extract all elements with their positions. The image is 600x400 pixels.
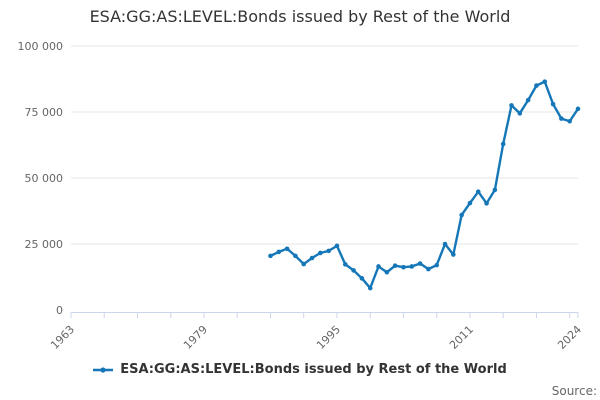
- series-point[interactable]: [318, 250, 323, 256]
- series-point[interactable]: [392, 263, 398, 268]
- series-point[interactable]: [451, 252, 456, 257]
- series-point[interactable]: [301, 261, 307, 267]
- series-point[interactable]: [542, 79, 548, 84]
- series-point[interactable]: [442, 241, 448, 247]
- series-point[interactable]: [409, 264, 415, 269]
- series-point[interactable]: [359, 276, 365, 281]
- series-point[interactable]: [484, 201, 489, 206]
- series-point[interactable]: [534, 83, 539, 88]
- series-point[interactable]: [517, 111, 523, 116]
- x-axis-tick-label: 1963: [48, 323, 77, 352]
- series-point[interactable]: [284, 246, 290, 252]
- series-line[interactable]: [269, 80, 580, 290]
- legend-series-marker-icon: [93, 366, 114, 373]
- y-axis-tick-label: 50 000: [25, 172, 64, 185]
- source-note: Source:: [551, 384, 597, 398]
- series-point[interactable]: [376, 264, 381, 269]
- series-point[interactable]: [276, 249, 282, 255]
- series-point[interactable]: [426, 266, 431, 272]
- series-point[interactable]: [342, 262, 348, 267]
- series-point[interactable]: [309, 255, 315, 261]
- series-point[interactable]: [475, 189, 481, 195]
- y-axis-tick-label: 0: [56, 304, 63, 317]
- x-axis-tick-label: 1995: [314, 323, 343, 352]
- y-axis-tick-label: 100 000: [18, 40, 64, 53]
- series-point[interactable]: [351, 268, 356, 273]
- series-point[interactable]: [525, 97, 531, 103]
- series-point[interactable]: [384, 269, 390, 275]
- series-point[interactable]: [268, 253, 273, 259]
- series-point[interactable]: [575, 106, 581, 112]
- y-axis-tick-label: 25 000: [25, 238, 64, 251]
- series-point[interactable]: [434, 262, 440, 268]
- x-axis-tick-label: 2024: [555, 323, 584, 352]
- x-axis-tick-label: 2011: [447, 323, 476, 352]
- series-point[interactable]: [417, 261, 423, 266]
- series-point[interactable]: [459, 212, 464, 218]
- series-point[interactable]: [500, 141, 506, 147]
- series-point[interactable]: [293, 253, 298, 259]
- series-point[interactable]: [467, 200, 473, 206]
- series-point[interactable]: [550, 101, 556, 107]
- chart-title: ESA:GG:AS:LEVEL:Bonds issued by Rest of …: [89, 7, 511, 26]
- legend-series-label: ESA:GG:AS:LEVEL:Bonds issued by Rest of …: [120, 362, 507, 377]
- series-point[interactable]: [567, 118, 572, 124]
- series-point[interactable]: [492, 187, 498, 193]
- series-point[interactable]: [326, 248, 331, 254]
- series-point[interactable]: [559, 116, 564, 121]
- series-point[interactable]: [401, 264, 406, 270]
- series-point[interactable]: [367, 285, 373, 291]
- series-point[interactable]: [334, 243, 340, 249]
- y-axis-tick-label: 75 000: [25, 106, 64, 119]
- x-axis-tick-label: 1979: [181, 323, 210, 352]
- series-point[interactable]: [509, 103, 514, 108]
- legend[interactable]: ESA:GG:AS:LEVEL:Bonds issued by Rest of …: [0, 362, 600, 377]
